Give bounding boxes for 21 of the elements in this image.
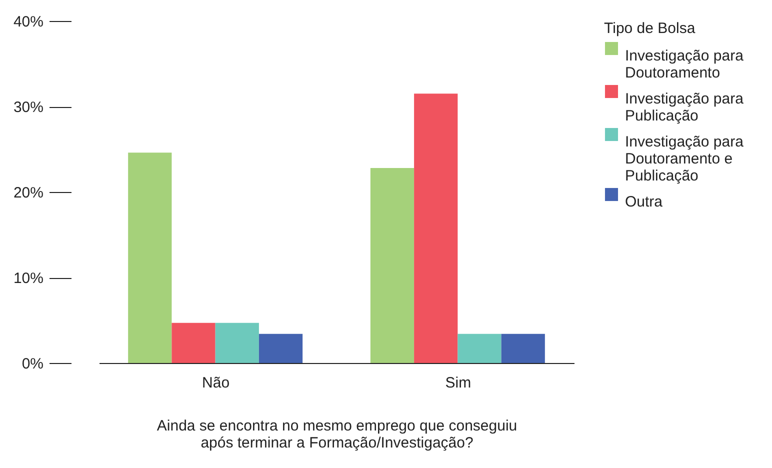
bar [458,334,502,363]
y-tick-label: 10% [13,270,44,287]
y-tick-label: 0% [22,356,44,372]
x-tick-label: Não [202,374,230,392]
y-tick-label: 40% [13,14,44,30]
legend-label: Investigação para Doutoramento e Publicação [625,134,744,184]
bar [258,334,303,363]
legend-title: Tipo de Bolsa [604,20,696,37]
bar [501,334,545,363]
x-tick-label: Sim [445,374,472,392]
bar [215,322,259,363]
bar [370,168,414,363]
bar [128,152,172,363]
legend-label: Investigação para Doutoramento [625,48,744,82]
legend-label: Investigação para Publicação [625,90,744,124]
y-tick-label: 20% [13,184,44,202]
bar [414,94,458,363]
y-tick-label: 30% [13,99,44,116]
legend-label: Outra [625,194,664,210]
bar [172,322,216,363]
x-axis-title: Ainda se encontra no mesmo emprego que conseguiu após terminar a Formação/Investigação? [156,418,518,452]
